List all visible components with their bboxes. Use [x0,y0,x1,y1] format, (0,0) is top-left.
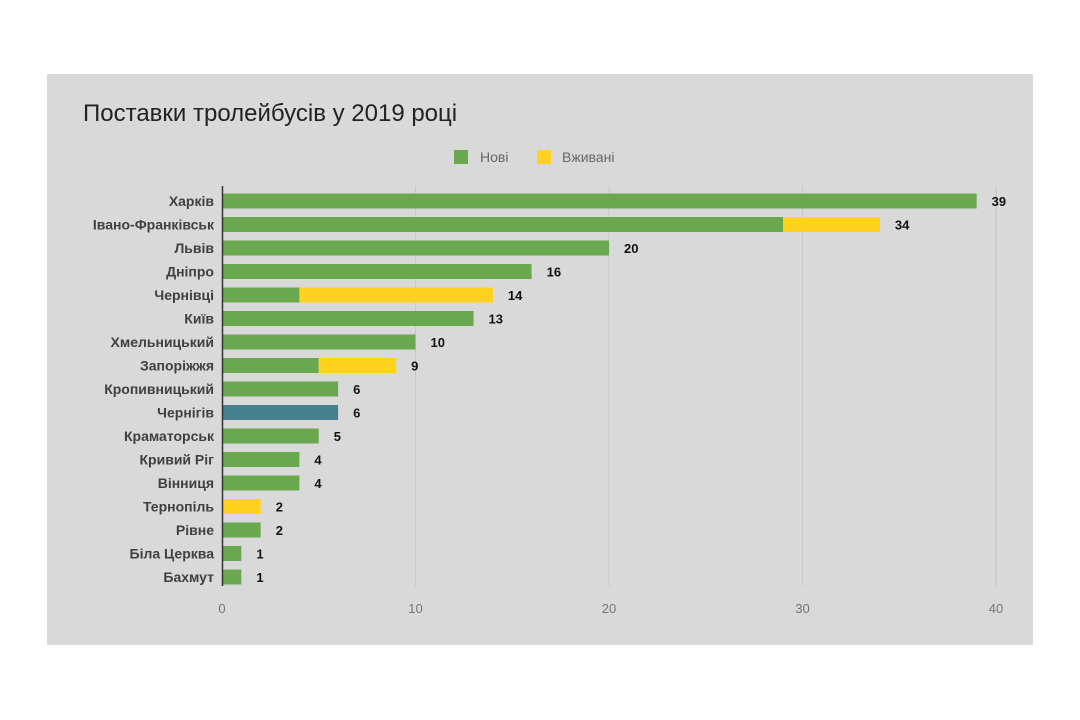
category-label: Чернігів [157,405,214,421]
data-label: 1 [256,547,263,562]
data-label: 2 [276,500,283,515]
category-label: Кривий Ріг [140,452,215,468]
legend-label-new: Нові [480,149,508,165]
legend-label-used: Вживані [562,149,614,165]
bar-new [222,569,242,585]
bar-new [222,475,300,491]
bar-new [222,264,532,279]
data-label: 20 [624,241,638,256]
data-label: 6 [353,406,360,421]
category-label: Кропивницький [104,381,214,397]
bar-new [222,240,609,256]
category-label: Київ [184,311,214,327]
x-tick-label: 20 [602,601,616,616]
data-label: 10 [431,335,445,350]
category-label: Івано-Франківськ [93,217,215,233]
bar-used [222,499,261,514]
category-labels: Харків Івано-Франківськ Львів Дніпро Чернівц… [93,193,215,585]
bar-new [222,217,784,232]
data-label: 5 [334,429,341,444]
data-label: 13 [489,312,503,327]
legend: Нові Вживані [454,149,614,165]
category-label: Рівне [176,522,214,538]
category-label: Дніпро [166,264,214,280]
x-tick-label: 10 [408,601,422,616]
category-label: Львів [174,240,214,256]
data-label: 9 [411,359,418,374]
chart-title: Поставки тролейбусів у 2019 році [83,100,458,127]
bars [222,193,977,585]
bar-new [222,546,242,561]
bar-new [222,193,977,209]
bar-new [222,405,339,420]
category-label: Запоріжжя [140,358,214,374]
legend-swatch-new [454,150,468,164]
bar-new [222,334,416,350]
bar-new [222,358,319,373]
category-label: Хмельницький [111,334,214,350]
chart-panel: Поставки тролейбусів у 2019 році Нові Вж… [47,74,1033,645]
x-axis-ticks: 0 10 20 30 40 [218,601,1003,616]
category-label: Харків [169,193,215,209]
bar-new [222,287,300,303]
x-tick-label: 40 [989,601,1003,616]
data-label: 6 [353,382,360,397]
category-label: Бахмут [163,569,214,585]
bar-new [222,452,300,467]
bar-new [222,522,261,538]
data-label: 14 [508,288,523,303]
data-label: 2 [276,523,283,538]
bar-used [783,217,880,232]
category-label: Вінниця [158,475,214,491]
category-label: Краматорськ [124,428,215,444]
data-label: 4 [314,476,322,491]
legend-swatch-used [537,150,551,164]
data-label: 16 [547,265,561,280]
data-label: 34 [895,218,910,233]
category-label: Тернопіль [143,499,214,515]
bar-new [222,428,319,444]
x-tick-label: 0 [218,601,225,616]
category-label: Чернівці [154,287,214,303]
bar-new [222,311,474,326]
bar-used [318,358,397,373]
data-label: 39 [992,194,1006,209]
data-label: 4 [314,453,322,468]
data-label: 1 [256,570,263,585]
category-label: Біла Церква [130,546,215,562]
bar-new [222,381,339,397]
bar-used [299,287,493,303]
x-tick-label: 30 [795,601,809,616]
